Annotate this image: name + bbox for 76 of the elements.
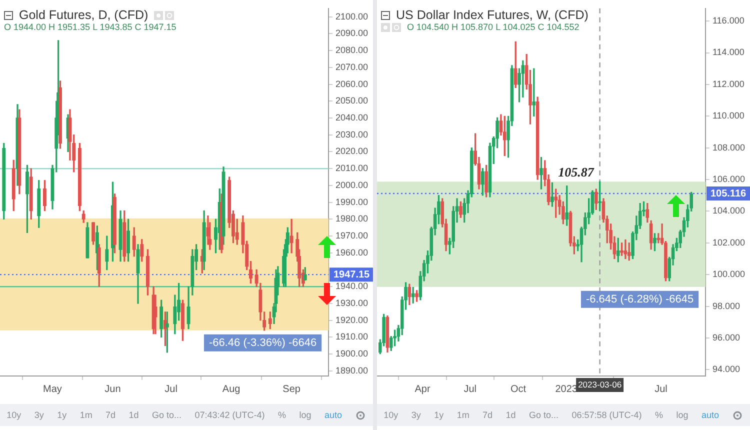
y-tick-label: 104.000: [712, 206, 746, 216]
y-tick-label: 108.000: [712, 142, 746, 152]
x-tick-label: Jul: [654, 384, 668, 395]
x-tick-label: May: [43, 384, 62, 395]
y-tick-label: 2040.00: [335, 112, 368, 122]
text: 7d: [106, 410, 116, 420]
y-tick-label: 110.000: [712, 110, 744, 121]
text: 3y: [411, 410, 421, 420]
y-tick-label: 114.000: [712, 47, 744, 58]
x-tick-label: Oct: [510, 384, 526, 395]
y-tick-label: 1940.00: [335, 281, 368, 292]
y-tick-label: 1980.00: [335, 214, 368, 224]
y-tick-label: 100.000: [712, 269, 746, 280]
text: 1d: [506, 410, 516, 420]
x-tick-label: Aug: [222, 384, 240, 395]
y-tick-label: 96.000: [712, 332, 740, 342]
y-tick-label: 94.000: [712, 364, 740, 374]
y-tick-label: 1990.00: [335, 196, 368, 207]
text: 1y: [57, 410, 67, 420]
y-tick-label: 1920.00: [335, 314, 368, 325]
x-tick-label: Jun: [104, 384, 121, 395]
text: 10y: [6, 410, 22, 420]
x-tick-label: Sep: [282, 384, 301, 395]
text: 3y: [34, 410, 44, 420]
y-tick-label: 2080.00: [335, 45, 368, 56]
y-tick-label: 98.000: [712, 300, 740, 311]
y-tick-label: 2060.00: [335, 78, 368, 89]
candlestick: [290, 218, 294, 254]
text: log: [299, 410, 312, 420]
text: %: [278, 410, 286, 420]
text: auto: [324, 410, 342, 420]
ref-line-label: 2023-03-06: [578, 379, 622, 390]
text: auto: [701, 410, 719, 420]
text: Go to...: [529, 410, 559, 420]
text: O 104.540 H 105.870 L 104.025 C 104.552: [407, 22, 580, 32]
band-label: -66.46 (-3.36%) -6646: [208, 336, 317, 349]
text: log: [676, 410, 688, 420]
y-tick-label: 1930.00: [335, 298, 368, 308]
y-tick-label: 2020.00: [335, 146, 368, 156]
x-tick-label: Jul: [464, 384, 476, 395]
text: 1d: [128, 410, 139, 420]
text: 7d: [482, 410, 493, 420]
ref-line-label: 105.116: [710, 188, 746, 200]
y-tick-label: 2050.00: [335, 96, 368, 106]
annotation: 105.87: [558, 164, 594, 180]
band-label: -6.645 (-6.28%) -6645: [586, 293, 694, 306]
y-tick-label: 1900.00: [335, 348, 368, 359]
x-tick-label: Apr: [414, 384, 431, 395]
text: 1y: [434, 410, 444, 420]
y-tick-label: 102.000: [712, 237, 746, 248]
text: 10y: [384, 410, 398, 420]
chart-title: Gold Futures, D, (CFD): [19, 8, 148, 22]
y-tick-label: 1960.00: [335, 247, 368, 258]
y-tick-label: 2000.00: [335, 180, 368, 190]
text: 1m: [456, 410, 470, 420]
text: O 1944.00 H 1951.35 L 1943.85 C 1947.15: [4, 22, 176, 32]
text: 1m: [80, 410, 92, 420]
y-tick-label: 2100.00: [335, 11, 368, 22]
chart-title: US Dollar Index Futures, W, (CFD): [396, 8, 588, 22]
text: Go to...: [152, 410, 182, 420]
x-tick-label: Jul: [164, 384, 178, 395]
candlestick: [624, 239, 628, 260]
y-tick-label: 2010.00: [335, 163, 368, 174]
y-tick-label: 1910.00: [335, 332, 368, 342]
y-tick-label: 116.000: [712, 16, 744, 26]
y-tick-label: 106.000: [712, 174, 746, 184]
ref-line-label: 1947.15: [333, 269, 370, 280]
y-tick-label: 2070.00: [335, 62, 368, 72]
text: 06:57:58 (UTC-4): [572, 410, 642, 420]
y-tick-label: 1890.00: [335, 365, 368, 376]
y-tick-label: 112.000: [712, 78, 744, 89]
y-tick-label: 2090.00: [335, 28, 368, 38]
text: 07:43:42 (UTC-4): [194, 410, 265, 420]
y-tick-label: 2030.00: [335, 129, 368, 140]
y-tick-label: 1970.00: [335, 230, 368, 241]
text: %: [655, 410, 664, 420]
